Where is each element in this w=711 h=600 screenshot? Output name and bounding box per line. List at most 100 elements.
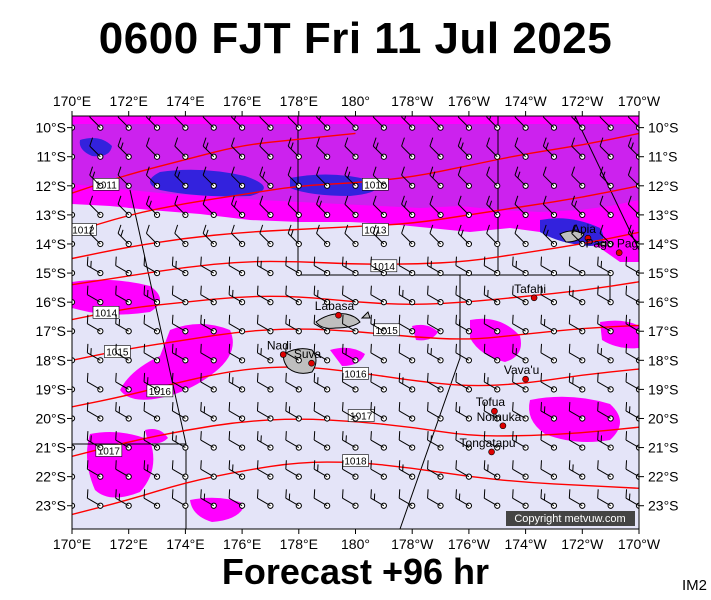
- wind-barb: [483, 314, 501, 335]
- place-marker: [615, 249, 623, 256]
- place-label: Vava'u: [504, 363, 539, 377]
- wind-barb: [287, 137, 302, 160]
- wind-barb: [457, 137, 472, 160]
- copyright-box: [506, 511, 635, 526]
- lon-label-bottom: 180°: [341, 536, 370, 552]
- lat-label-left: 16°S: [35, 294, 66, 310]
- wind-barb: [512, 402, 529, 422]
- place-marker: [491, 407, 498, 415]
- wind-barb: [512, 460, 529, 480]
- lat-label-left: 21°S: [35, 440, 66, 456]
- lat-label-left: 20°S: [35, 410, 66, 426]
- isobar-label: 1016: [149, 387, 172, 398]
- wind-barb: [143, 372, 161, 393]
- place-marker: [335, 311, 342, 319]
- wind-barb: [285, 431, 302, 451]
- wind-barb: [145, 137, 161, 160]
- isobar-label: 1016: [344, 369, 367, 380]
- rain-patch-2: [120, 324, 233, 400]
- wind-barb: [540, 256, 558, 277]
- rain-patch-1: [72, 279, 160, 315]
- wind-barb: [568, 285, 586, 306]
- wind-barb: [540, 460, 558, 480]
- wind-barb: [597, 314, 614, 335]
- wind-barb: [259, 137, 274, 160]
- wind-barb: [512, 489, 529, 509]
- wind-barb: [171, 431, 189, 451]
- place-label: Nomuka: [477, 410, 522, 424]
- place-marker: [488, 448, 495, 456]
- lat-label-left: 17°S: [35, 323, 66, 339]
- wind-barb: [171, 402, 189, 422]
- wind-barb: [540, 402, 558, 422]
- wind-barb: [398, 314, 416, 335]
- isobar-label-box: [373, 323, 400, 337]
- chart-title: 0600 FJT Fri 11 Jul 2025: [98, 14, 613, 63]
- wind-barb: [599, 116, 614, 131]
- wind-barb: [398, 285, 416, 306]
- lat-label-right: 21°S: [648, 440, 679, 456]
- wind-barb: [117, 137, 132, 160]
- place-marker: [308, 359, 315, 367]
- place-label: Suva: [294, 347, 322, 361]
- wind-barb: [72, 468, 76, 480]
- wind-barb: [370, 343, 387, 364]
- isobar-lines: 1011101210121013101410141015101510161016…: [72, 132, 639, 516]
- wind-barb: [540, 285, 558, 306]
- forecast-hours: Forecast +96 hr: [221, 551, 490, 592]
- wind-barb: [429, 195, 444, 218]
- lat-label-right: 19°S: [648, 381, 679, 397]
- lat-label-right: 14°S: [648, 236, 679, 252]
- wind-barb: [231, 195, 246, 218]
- lon-label-top: 178°E: [280, 93, 318, 109]
- wind-barb: [597, 285, 614, 306]
- wind-barb: [228, 431, 246, 451]
- wind-barb: [259, 166, 274, 189]
- wind-barb: [200, 431, 217, 451]
- wind-barb: [370, 314, 387, 335]
- lat-label-left: 23°S: [35, 498, 66, 514]
- wind-barb: [483, 460, 501, 480]
- wind-barb: [202, 166, 217, 189]
- wind-barb: [429, 116, 444, 131]
- wind-barb: [540, 489, 558, 509]
- rain-patch-3: [86, 432, 154, 498]
- wind-barb: [344, 195, 359, 218]
- wind-barb: [115, 314, 132, 335]
- wind-barb: [72, 233, 76, 248]
- wind-barb: [171, 314, 189, 335]
- wind-barb: [627, 166, 639, 189]
- lon-label-bottom: 170°W: [618, 536, 661, 552]
- wind-barb: [231, 166, 246, 189]
- wind-barb: [313, 256, 331, 277]
- lon-label-bottom: 172°E: [110, 536, 148, 552]
- wind-barb: [344, 166, 359, 189]
- wind-barb: [72, 174, 76, 189]
- wind-barb: [486, 166, 501, 189]
- wind-barb: [344, 224, 359, 248]
- wind-barb: [72, 381, 76, 393]
- isobar-label: 1012: [72, 225, 95, 236]
- wind-barb: [401, 166, 416, 189]
- wind-barb: [483, 256, 501, 277]
- wind-barb: [313, 343, 331, 364]
- wind-barb: [398, 343, 416, 364]
- tutuila-island: [595, 241, 607, 247]
- wind-barb: [89, 224, 104, 248]
- wind-barb: [625, 402, 639, 422]
- wind-barb: [486, 224, 501, 248]
- lon-label-bottom: 178°E: [280, 536, 318, 552]
- wind-barb: [370, 489, 387, 509]
- wind-barb: [115, 460, 132, 480]
- wind-barb: [455, 489, 472, 509]
- wind-barb: [429, 166, 444, 189]
- wind-barb: [285, 314, 302, 335]
- isobar-label-box: [342, 454, 369, 467]
- wind-barb: [228, 372, 246, 393]
- wind-barb: [287, 224, 302, 248]
- wind-barb: [89, 195, 104, 218]
- wind-barb: [72, 352, 76, 364]
- wind-barb: [72, 497, 76, 509]
- wind-barb: [568, 256, 586, 277]
- wind-barb: [143, 460, 161, 480]
